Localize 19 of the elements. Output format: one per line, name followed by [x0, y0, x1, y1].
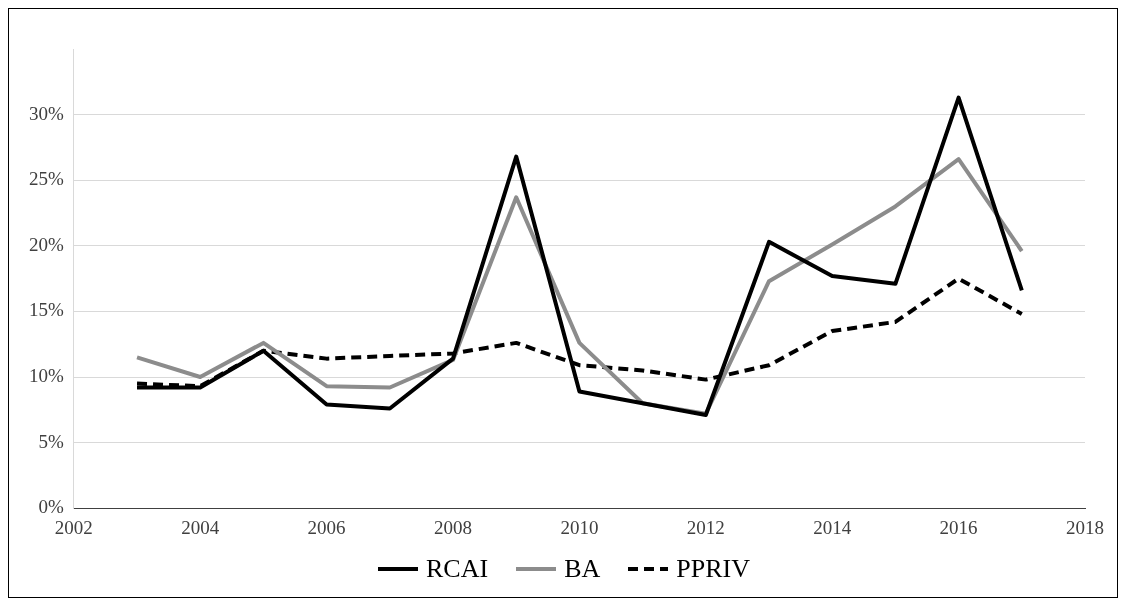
- y-tick-label: 10%: [29, 364, 64, 386]
- y-tick-label: 25%: [29, 168, 64, 190]
- y-tick-label: 15%: [29, 299, 64, 321]
- x-tick-label: 2012: [686, 516, 725, 538]
- x-tick-label: 2004: [181, 516, 220, 538]
- x-tick-label: 2002: [54, 516, 93, 538]
- x-tick-label: 2006: [307, 516, 346, 538]
- x-tick-label: 2018: [1066, 516, 1104, 538]
- legend-label: PPRIV: [676, 553, 750, 585]
- y-tick-label: 5%: [38, 430, 64, 452]
- y-tick-label: 20%: [29, 233, 64, 255]
- x-tick-label: 2008: [434, 516, 473, 538]
- x-tick-label: 2016: [939, 516, 978, 538]
- legend-label: RCAI: [426, 553, 489, 585]
- y-tick-label: 30%: [29, 102, 64, 124]
- y-tick-label: 0%: [38, 496, 64, 518]
- legend-label: BA: [564, 553, 601, 585]
- x-tick-label: 2014: [813, 516, 852, 538]
- x-tick-label: 2010: [560, 516, 599, 538]
